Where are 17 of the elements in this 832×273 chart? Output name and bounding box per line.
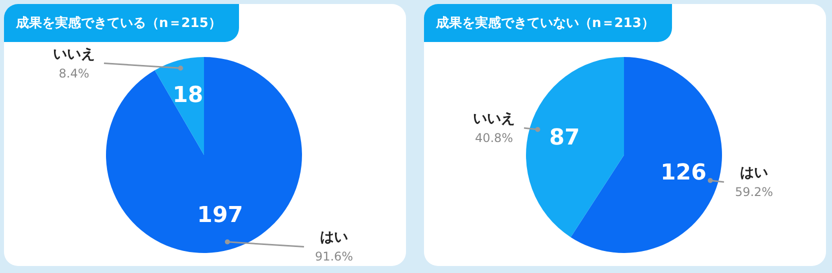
text: 40.8% xyxy=(474,131,514,146)
slice-label: いいえ xyxy=(53,46,95,62)
text: 59.2% xyxy=(734,184,774,199)
chart-title: 成果を実感できている（n＝215） xyxy=(4,4,240,42)
slice-label: はい xyxy=(740,164,768,181)
data-label: 87 xyxy=(549,125,580,150)
text: 8.4% xyxy=(58,66,90,80)
pie-slice xyxy=(106,57,302,253)
slice-label: いいえ xyxy=(473,111,515,128)
pie-slice xyxy=(526,57,624,238)
data-label: 197 xyxy=(197,202,244,228)
text: 91.6% xyxy=(314,250,354,264)
chart-title: 成果を実感できていない（n＝213） xyxy=(424,4,672,42)
data-label: 18 xyxy=(172,83,204,108)
data-label: 126 xyxy=(660,160,706,186)
slice-label: はい xyxy=(320,230,348,246)
pie-slice xyxy=(154,57,204,155)
